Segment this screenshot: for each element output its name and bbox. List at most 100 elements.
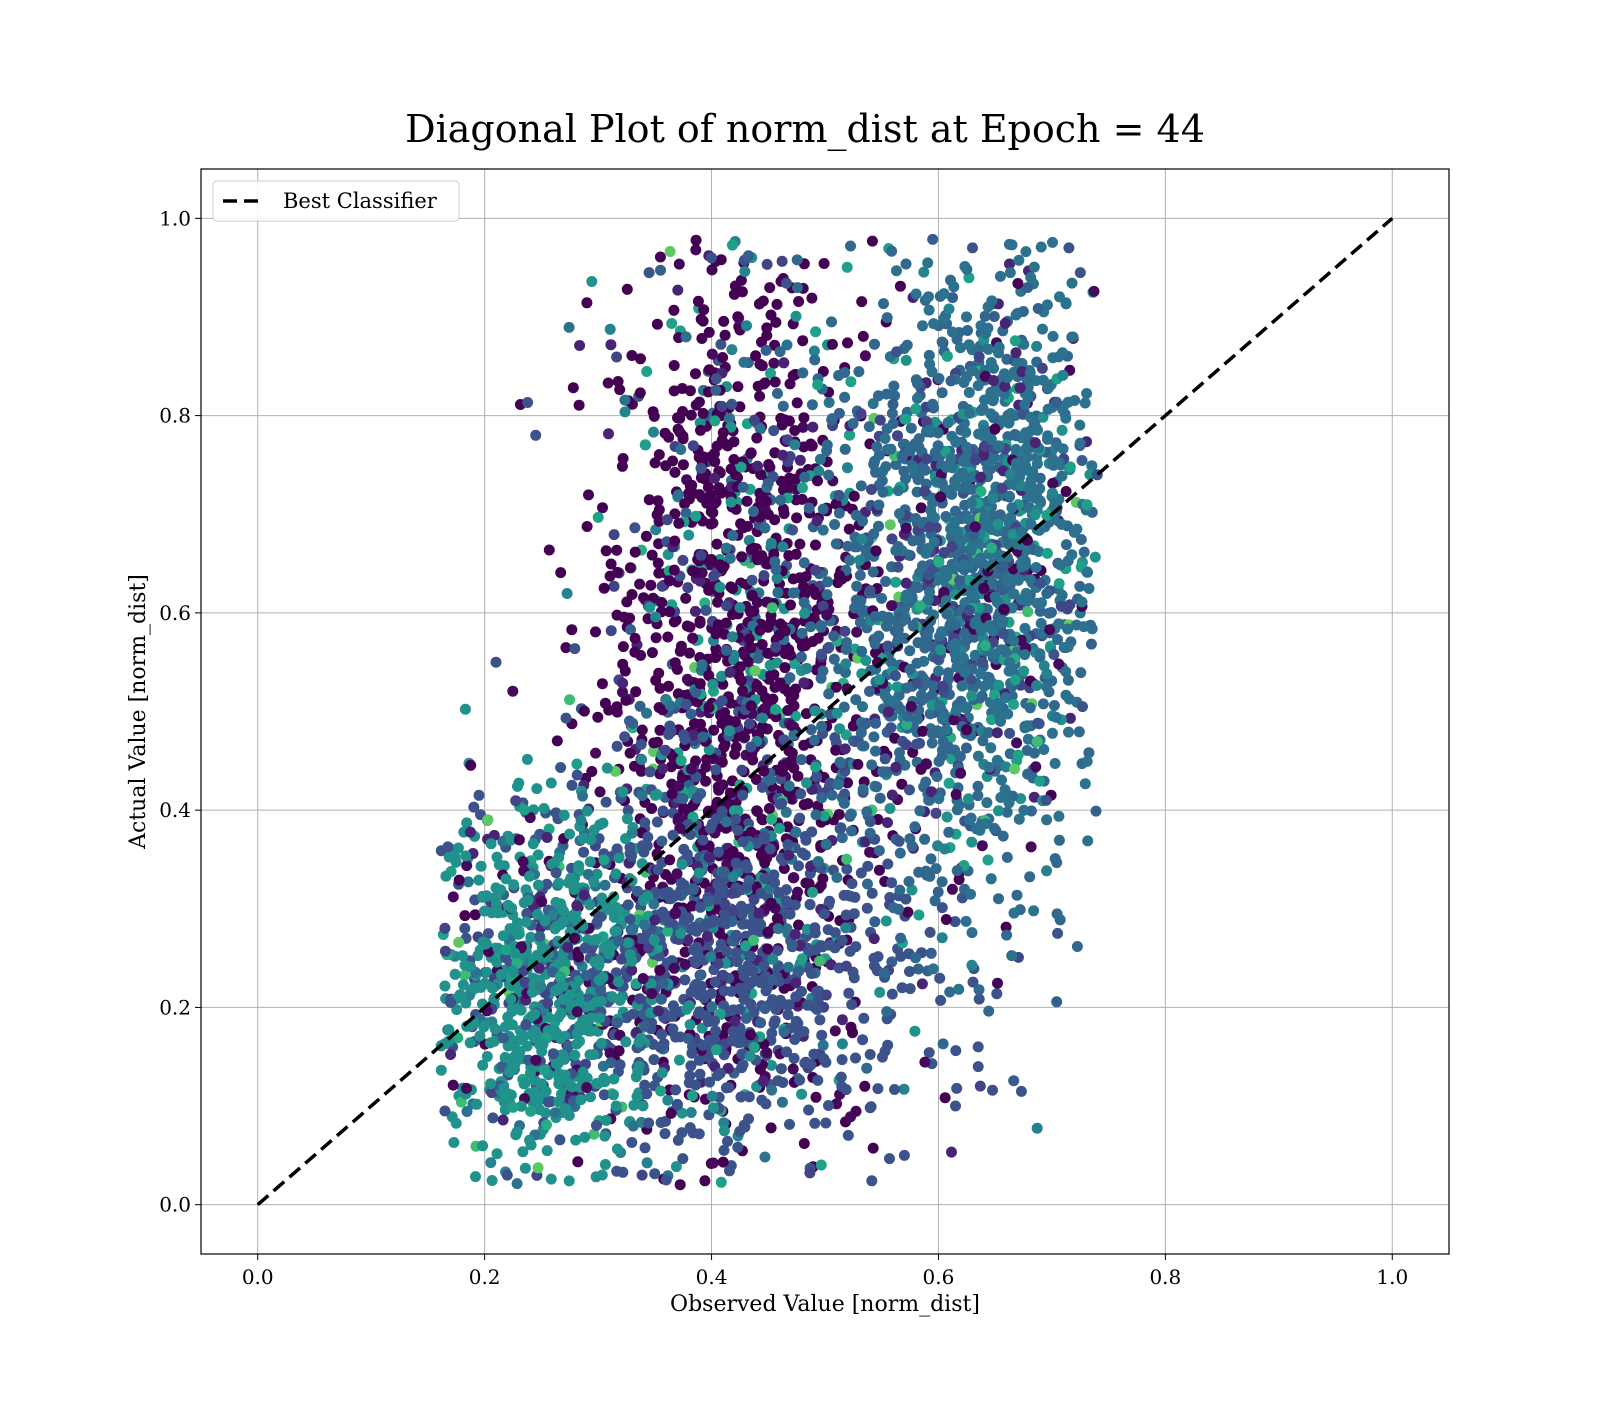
scatter-point xyxy=(864,421,875,432)
scatter-point xyxy=(685,1060,696,1071)
scatter-point xyxy=(886,246,897,257)
scatter-point xyxy=(975,668,986,679)
scatter-point xyxy=(758,960,769,971)
scatter-point xyxy=(736,765,747,776)
scatter-point xyxy=(709,415,720,426)
scatter-point xyxy=(612,1144,623,1155)
scatter-point xyxy=(820,1118,831,1129)
scatter-point xyxy=(541,1119,552,1130)
scatter-point xyxy=(507,686,518,697)
scatter-point xyxy=(772,587,783,598)
scatter-point xyxy=(611,701,622,712)
scatter-point xyxy=(691,235,702,246)
scatter-point xyxy=(715,1068,726,1079)
scatter-point xyxy=(992,727,1003,738)
scatter-point xyxy=(535,981,546,992)
scatter-point xyxy=(634,993,645,1004)
scatter-point xyxy=(745,1051,756,1062)
scatter-point xyxy=(727,530,738,541)
scatter-point xyxy=(770,377,781,388)
scatter-point xyxy=(837,1054,848,1065)
scatter-point xyxy=(568,382,579,393)
scatter-point xyxy=(909,821,920,832)
scatter-point xyxy=(861,718,872,729)
scatter-point xyxy=(834,490,845,501)
scatter-point xyxy=(679,880,690,891)
scatter-point xyxy=(555,567,566,578)
scatter-point xyxy=(770,642,781,653)
scatter-point xyxy=(967,542,978,553)
scatter-point xyxy=(451,857,462,868)
scatter-point xyxy=(1004,728,1015,739)
scatter-point xyxy=(951,789,962,800)
scatter-point xyxy=(782,898,793,909)
scatter-point xyxy=(884,1153,895,1164)
scatter-point xyxy=(558,981,569,992)
scatter-point xyxy=(695,618,706,629)
scatter-point xyxy=(737,685,748,696)
scatter-point xyxy=(1020,246,1031,257)
scatter-point xyxy=(508,1102,519,1113)
scatter-point xyxy=(641,708,652,719)
scatter-point xyxy=(686,709,697,720)
scatter-point xyxy=(990,592,1001,603)
scatter-point xyxy=(895,281,906,292)
scatter-point xyxy=(1024,871,1035,882)
scatter-point xyxy=(524,871,535,882)
scatter-point xyxy=(806,968,817,979)
scatter-point xyxy=(922,633,933,644)
scatter-point xyxy=(792,282,803,293)
scatter-point xyxy=(983,855,994,866)
scatter-point xyxy=(1013,575,1024,586)
scatter-point xyxy=(658,978,669,989)
scatter-point xyxy=(772,913,783,924)
scatter-point xyxy=(893,624,904,635)
scatter-point xyxy=(625,949,636,960)
scatter-point xyxy=(795,455,806,466)
scatter-point xyxy=(894,508,905,519)
scatter-point xyxy=(937,681,948,692)
scatter-point xyxy=(564,322,575,333)
scatter-point xyxy=(979,681,990,692)
scatter-point xyxy=(1004,797,1015,808)
scatter-point xyxy=(767,954,778,965)
scatter-point xyxy=(986,295,997,306)
scatter-point xyxy=(1041,865,1052,876)
scatter-point xyxy=(609,581,620,592)
scatter-point xyxy=(593,955,604,966)
scatter-point xyxy=(485,1078,496,1089)
scatter-point xyxy=(834,723,845,734)
scatter-point xyxy=(840,444,851,455)
scatter-point xyxy=(1025,574,1036,585)
scatter-point xyxy=(707,679,718,690)
scatter-point xyxy=(871,441,882,452)
scatter-point xyxy=(834,809,845,820)
scatter-point xyxy=(462,1106,473,1117)
scatter-point xyxy=(826,414,837,425)
scatter-point xyxy=(642,1157,653,1168)
scatter-point xyxy=(862,879,873,890)
scatter-point xyxy=(487,1175,498,1186)
scatter-point xyxy=(759,523,770,534)
scatter-point xyxy=(966,690,977,701)
scatter-point xyxy=(603,378,614,389)
scatter-point xyxy=(1002,372,1013,383)
scatter-point xyxy=(901,523,912,534)
scatter-point xyxy=(710,385,721,396)
scatter-point xyxy=(1022,720,1033,731)
scatter-point xyxy=(652,864,663,875)
scatter-point xyxy=(646,988,657,999)
scatter-point xyxy=(1074,726,1085,737)
scatter-point xyxy=(1047,478,1058,489)
scatter-point xyxy=(839,797,850,808)
scatter-point xyxy=(842,462,853,473)
scatter-point xyxy=(947,462,958,473)
scatter-point xyxy=(668,1000,679,1011)
scatter-point xyxy=(659,888,670,899)
scatter-point xyxy=(707,507,718,518)
scatter-point xyxy=(921,758,932,769)
scatter-point xyxy=(1037,324,1048,335)
scatter-point xyxy=(804,503,815,514)
scatter-point xyxy=(757,639,768,650)
scatter-point xyxy=(810,762,821,773)
